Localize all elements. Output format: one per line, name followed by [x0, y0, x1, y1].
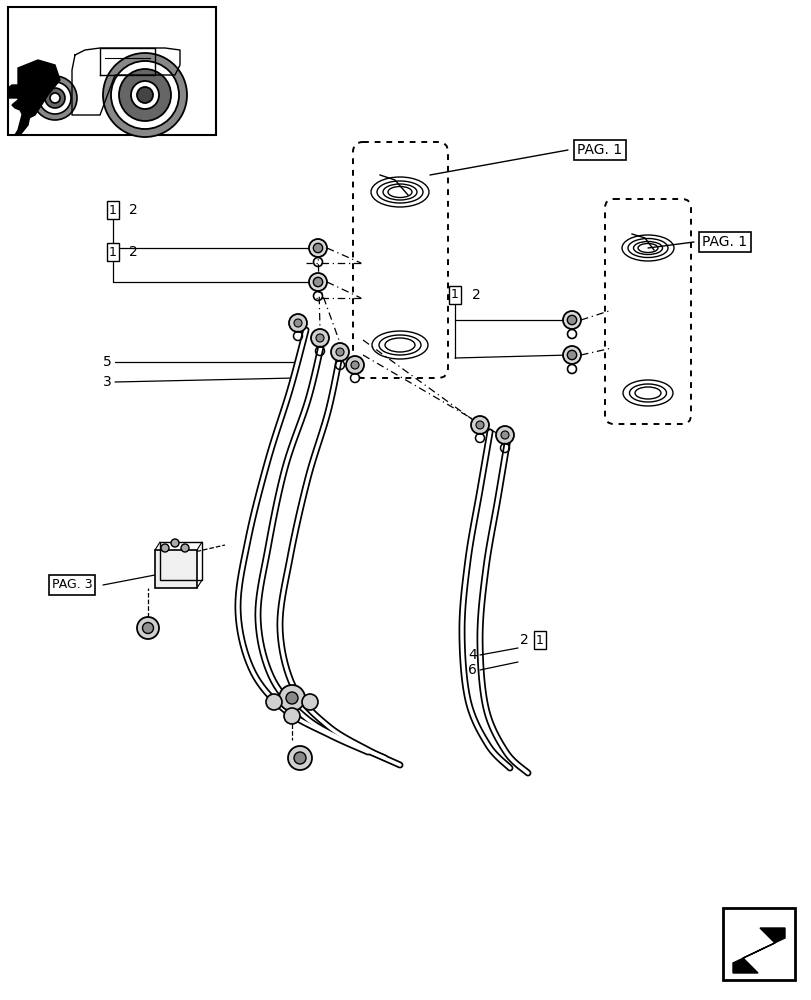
Polygon shape: [8, 85, 32, 98]
Text: 2: 2: [129, 245, 138, 259]
Circle shape: [567, 350, 576, 360]
Circle shape: [266, 694, 281, 710]
Circle shape: [315, 334, 324, 342]
Text: PAG. 3: PAG. 3: [52, 578, 92, 591]
Circle shape: [294, 319, 302, 327]
Text: PAG. 1: PAG. 1: [577, 143, 622, 157]
Text: 5: 5: [103, 355, 112, 369]
Circle shape: [50, 93, 60, 103]
Bar: [160, 542, 202, 580]
Text: 1: 1: [535, 634, 543, 647]
Text: 3: 3: [103, 375, 112, 389]
Polygon shape: [12, 60, 60, 120]
Circle shape: [181, 544, 189, 552]
Circle shape: [313, 277, 322, 287]
Circle shape: [288, 746, 311, 770]
Circle shape: [289, 314, 307, 332]
Circle shape: [142, 622, 153, 634]
Text: 1: 1: [109, 204, 117, 217]
Polygon shape: [732, 928, 784, 973]
Circle shape: [313, 243, 322, 253]
Circle shape: [285, 692, 298, 704]
Text: PAG. 1: PAG. 1: [702, 235, 747, 249]
Circle shape: [279, 685, 305, 711]
Circle shape: [302, 694, 318, 710]
Circle shape: [475, 421, 483, 429]
Circle shape: [350, 361, 358, 369]
Circle shape: [103, 53, 187, 137]
Circle shape: [562, 346, 581, 364]
Text: 6: 6: [467, 663, 476, 677]
Bar: [155, 550, 197, 588]
Circle shape: [311, 329, 328, 347]
Circle shape: [111, 61, 178, 129]
Circle shape: [309, 273, 327, 291]
Circle shape: [500, 431, 508, 439]
Circle shape: [309, 239, 327, 257]
Circle shape: [119, 69, 171, 121]
Circle shape: [331, 343, 349, 361]
Circle shape: [161, 544, 169, 552]
Polygon shape: [15, 115, 30, 135]
Circle shape: [284, 708, 299, 724]
Text: 1: 1: [109, 245, 117, 258]
Circle shape: [294, 752, 306, 764]
Text: 2: 2: [519, 633, 528, 647]
Circle shape: [470, 416, 488, 434]
Circle shape: [39, 82, 71, 114]
Bar: [722, 908, 794, 980]
Text: 2: 2: [129, 203, 138, 217]
Circle shape: [33, 76, 77, 120]
Circle shape: [131, 81, 159, 109]
Circle shape: [562, 311, 581, 329]
Bar: [8, 7, 216, 135]
Circle shape: [496, 426, 513, 444]
Text: 4: 4: [467, 648, 476, 662]
Circle shape: [336, 348, 344, 356]
Circle shape: [137, 87, 152, 103]
Circle shape: [345, 356, 363, 374]
Circle shape: [137, 617, 159, 639]
Circle shape: [171, 539, 178, 547]
Text: 1: 1: [450, 288, 458, 302]
Circle shape: [567, 315, 576, 325]
Circle shape: [45, 88, 65, 108]
Text: 2: 2: [471, 288, 480, 302]
